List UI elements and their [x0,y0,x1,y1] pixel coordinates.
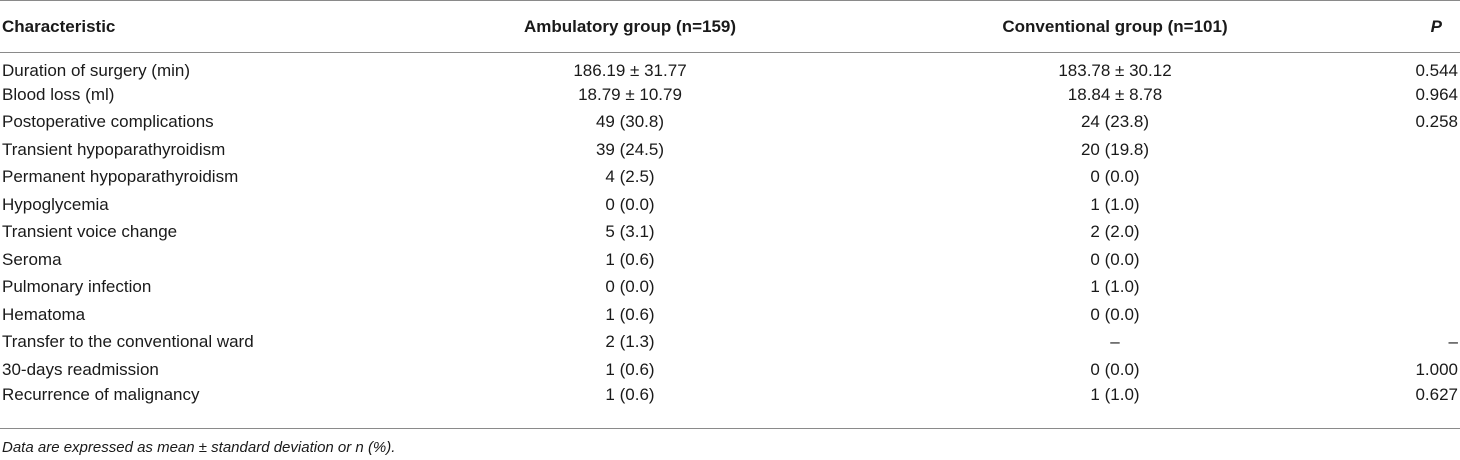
table-row: Postoperative complications 49 (30.8) 24… [0,109,1460,137]
cell-ambulatory: 1 (0.6) [605,304,655,324]
cell-conventional: 1 (1.0) [1090,194,1140,214]
cell-conventional: – [1110,332,1120,352]
cell-p-value [1360,164,1460,192]
cell-p-value: 0.964 [1415,84,1458,104]
table-header-row: Characteristic Ambulatory group (n=159) … [0,0,1460,53]
cell-characteristic: 30-days readmission [2,359,159,379]
results-table-container: Characteristic Ambulatory group (n=159) … [0,0,1460,412]
table-row: Hematoma 1 (0.6) 0 (0.0) [0,301,1460,329]
cell-ambulatory: 18.79 ± 10.79 [578,84,682,104]
table-row: Permanent hypoparathyroidism 4 (2.5) 0 (… [0,164,1460,192]
table-row: Blood loss (ml) 18.79 ± 10.79 18.84 ± 8.… [0,81,1460,109]
cell-ambulatory: 186.19 ± 31.77 [573,61,687,80]
cell-conventional: 2 (2.0) [1090,222,1140,242]
cell-p-value: 0.258 [1415,112,1458,132]
table-footnote: Data are expressed as mean ± standard de… [2,439,396,456]
cell-characteristic: Permanent hypoparathyroidism [2,167,239,187]
cell-conventional: 1 (1.0) [1090,277,1140,297]
cell-characteristic: Seroma [2,249,62,269]
cell-p-value [1360,136,1460,164]
cell-p-value [1360,191,1460,219]
cell-conventional: 0 (0.0) [1090,304,1140,324]
header-p-value: P [1360,0,1460,53]
cell-p-value [1360,219,1460,247]
cell-conventional: 0 (0.0) [1090,359,1140,379]
cell-characteristic: Pulmonary infection [2,277,152,297]
table-row: Duration of surgery (min) 186.19 ± 31.77… [0,53,1460,82]
cell-ambulatory: 49 (30.8) [595,112,665,132]
cell-ambulatory: 1 (0.6) [605,249,655,269]
cell-ambulatory: 4 (2.5) [605,167,655,187]
results-table: Characteristic Ambulatory group (n=159) … [0,0,1460,412]
table-row: 30-days readmission 1 (0.6) 0 (0.0) 1.00… [0,356,1460,384]
cell-p-value: 0.627 [1415,385,1458,405]
cell-conventional: 24 (23.8) [1080,112,1150,132]
cell-conventional: 1 (1.0) [1090,385,1140,405]
cell-characteristic: Transient hypoparathyroidism [2,139,226,159]
cell-characteristic: Hematoma [2,304,86,324]
cell-ambulatory: 2 (1.3) [605,332,655,352]
cell-characteristic: Duration of surgery (min) [2,61,191,80]
cell-conventional: 18.84 ± 8.78 [1067,84,1163,104]
cell-characteristic: Postoperative complications [2,112,214,132]
table-row: Recurrence of malignancy 1 (0.6) 1 (1.0)… [0,384,1460,412]
cell-p-value [1360,274,1460,302]
header-conventional-group: Conventional group (n=101) [840,0,1360,53]
table-row: Hypoglycemia 0 (0.0) 1 (1.0) [0,191,1460,219]
table-row: Pulmonary infection 0 (0.0) 1 (1.0) [0,274,1460,302]
cell-characteristic: Transient voice change [2,222,178,242]
cell-conventional: 20 (19.8) [1080,139,1150,159]
cell-conventional: 183.78 ± 30.12 [1058,61,1172,80]
cell-characteristic: Transfer to the conventional ward [2,332,254,352]
table-row: Transient voice change 5 (3.1) 2 (2.0) [0,219,1460,247]
cell-p-value: 1.000 [1415,359,1458,379]
cell-conventional: 0 (0.0) [1090,249,1140,269]
cell-characteristic: Hypoglycemia [2,194,109,214]
cell-ambulatory: 1 (0.6) [605,385,655,405]
cell-characteristic: Recurrence of malignancy [2,385,200,405]
cell-p-value [1360,246,1460,274]
cell-characteristic: Blood loss (ml) [2,84,115,104]
cell-p-value: 0.544 [1415,61,1458,80]
table-row: Transfer to the conventional ward 2 (1.3… [0,329,1460,357]
cell-ambulatory: 1 (0.6) [605,359,655,379]
header-ambulatory-group: Ambulatory group (n=159) [380,0,840,53]
table-row: Transient hypoparathyroidism 39 (24.5) 2… [0,136,1460,164]
cell-p-value: – [1448,332,1458,352]
cell-ambulatory: 39 (24.5) [595,139,665,159]
cell-ambulatory: 0 (0.0) [605,277,655,297]
cell-ambulatory: 5 (3.1) [605,222,655,242]
cell-p-value [1360,301,1460,329]
table-bottom-rule [0,428,1460,429]
header-characteristic: Characteristic [0,0,380,53]
cell-conventional: 0 (0.0) [1090,167,1140,187]
cell-ambulatory: 0 (0.0) [605,194,655,214]
table-row: Seroma 1 (0.6) 0 (0.0) [0,246,1460,274]
